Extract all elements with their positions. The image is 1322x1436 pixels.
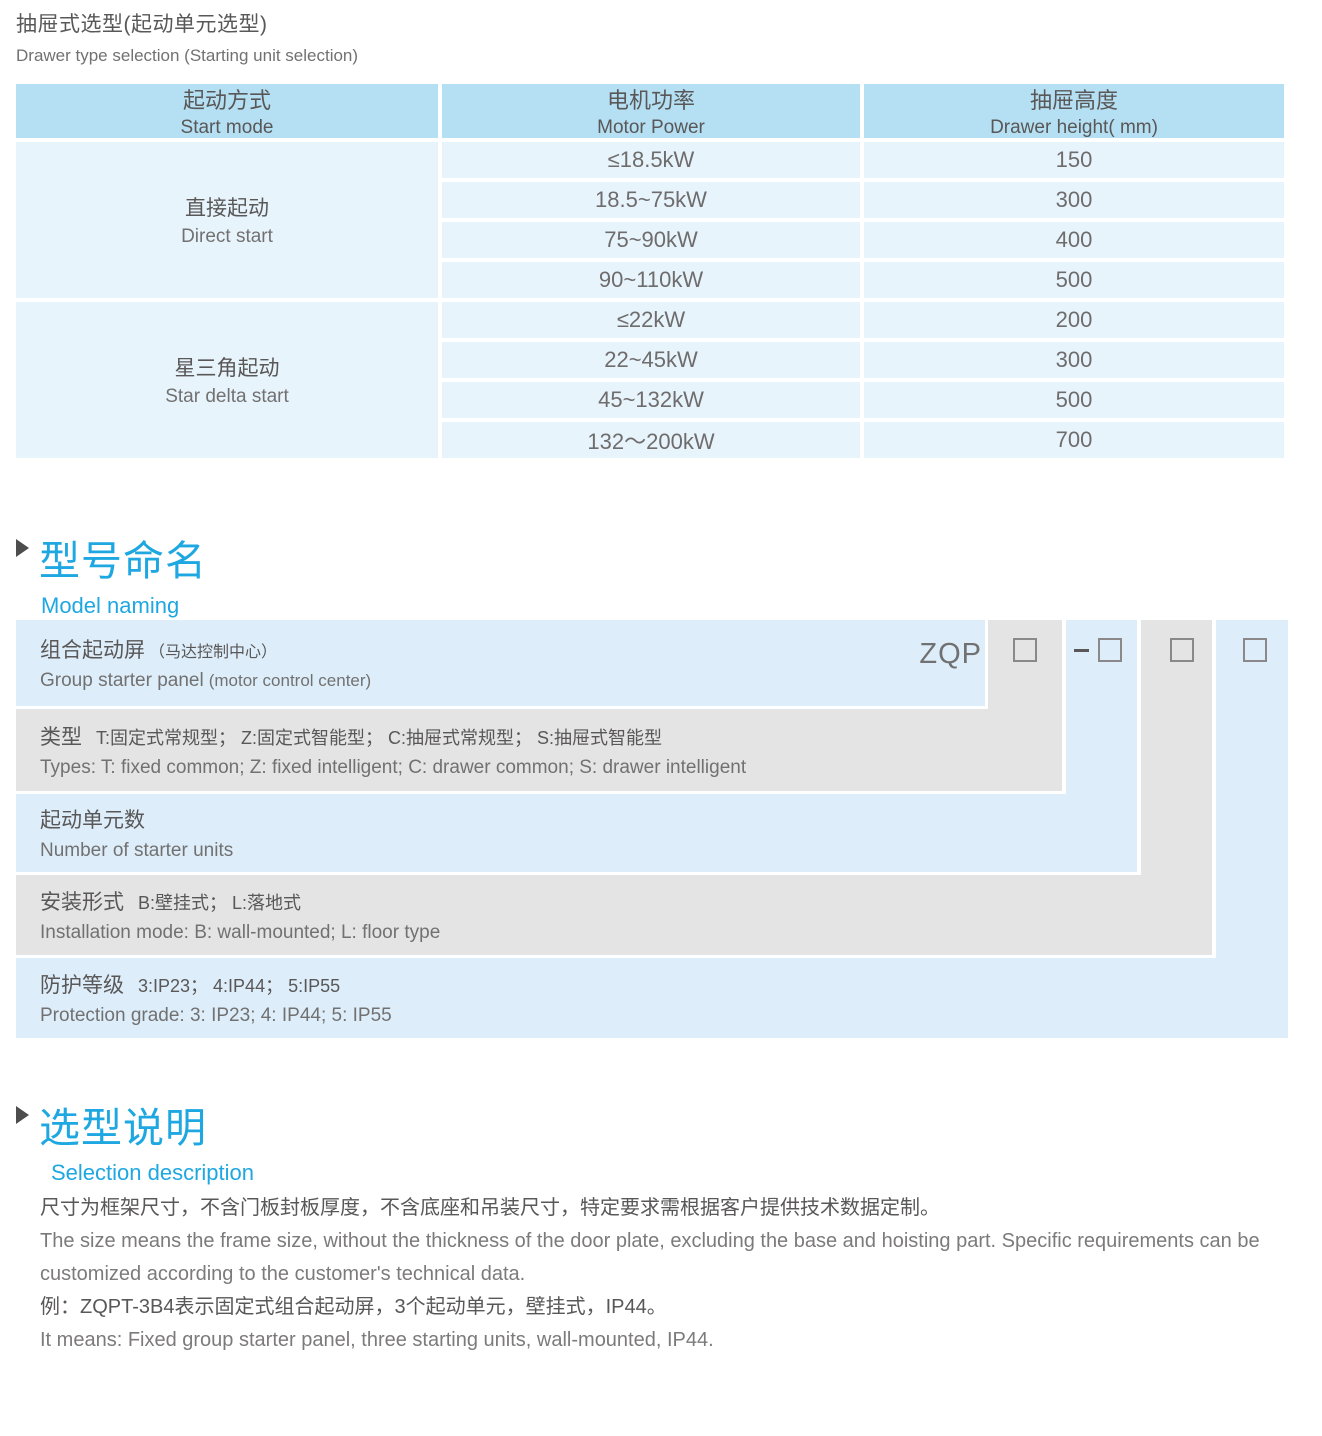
code-placeholder-box-icon [1243,638,1267,662]
mode-cell-direct-start: 直接起动 Direct start [16,142,438,298]
power-cell: ≤22kW [442,302,860,338]
section-arrow-icon [16,1106,29,1124]
section-selection-description-heading: 选型说明 Selection description [16,1094,254,1186]
naming-row-types: 类型 T:固定式常规型； Z:固定式智能型； C:抽屉式常规型； S:抽屉式智能型… [16,709,1062,791]
power-cell: 90~110kW [442,262,860,298]
section-title-zh: 选型说明 [39,1105,207,1151]
naming-row-group-starter-panel: 组合起动屏 （马达控制中心） Group starter panel (motor … [16,620,985,706]
desc-line: It means: Fixed group starter panel, thr… [40,1329,714,1351]
desc-line: The size means the frame size, without t… [40,1230,1260,1252]
col-header-drawer-height: 抽屉高度 Drawer height( mm) [864,84,1284,138]
selection-description-text: 尺寸为框架尺寸，不含门板封板厚度，不含底座和吊装尺寸，特定要求需根据客户提供技术… [40,1192,1302,1357]
doc-title-en: Drawer type selection (Starting unit sel… [16,46,359,65]
height-cell: 200 [864,302,1284,338]
code-dash-icon [1074,649,1089,652]
section-title-zh: 型号命名 [39,538,207,584]
power-cell: 45~132kW [442,382,860,418]
height-cell: 400 [864,222,1284,258]
height-cell: 700 [864,422,1284,458]
col-header-motor-power: 电机功率 Motor Power [442,84,860,138]
power-cell: 75~90kW [442,222,860,258]
height-cell: 500 [864,262,1284,298]
desc-line: 尺寸为框架尺寸，不含门板封板厚度，不含底座和吊装尺寸，特定要求需根据客户提供技术… [40,1197,940,1219]
code-placeholder-box-icon [1098,638,1122,662]
section-title-en: Model naming [41,593,180,618]
power-cell: 22~45kW [442,342,860,378]
doc-title-zh: 抽屉式选型(起动单元选型) [16,13,268,36]
power-cell: 18.5~75kW [442,182,860,218]
naming-row-protection-grade: 防护等级 3:IP23； 4:IP44； 5:IP55 Protection gr… [16,958,1288,1038]
power-cell: ≤18.5kW [442,142,860,178]
mode-cell-star-delta-start: 星三角起动 Star delta start [16,302,438,458]
section-model-naming-heading: 型号命名 Model naming [16,527,207,619]
height-cell: 300 [864,342,1284,378]
section-title-en: Selection description [51,1160,255,1185]
desc-line: 例：ZQPT-3B4表示固定式组合起动屏，3个起动单元，壁挂式，IP44。 [40,1296,667,1318]
drawer-selection-table: 起动方式 Start mode 电机功率 Motor Power 抽屉高度 Dr… [16,84,1284,458]
code-placeholder-box-icon [1170,638,1194,662]
section-arrow-icon [16,539,29,557]
height-cell: 150 [864,142,1284,178]
naming-row-starter-units: 起动单元数 Number of starter units [16,794,1137,872]
naming-row-installation-mode: 安装形式 B:壁挂式； L:落地式 Installation mode: B: w… [16,875,1212,955]
power-cell: 132～200kW [442,422,860,458]
height-cell: 500 [864,382,1284,418]
model-naming-diagram: 组合起动屏 （马达控制中心） Group starter panel (motor … [16,620,1288,1038]
col-header-start-mode: 起动方式 Start mode [16,84,438,138]
code-placeholder-box-icon [1013,638,1037,662]
desc-line: customized according to the customer's t… [40,1263,526,1285]
height-cell: 300 [864,182,1284,218]
model-code-prefix: ZQP [919,638,982,670]
doc-title: 抽屉式选型(起动单元选型) Drawer type selection (Sta… [16,8,358,66]
